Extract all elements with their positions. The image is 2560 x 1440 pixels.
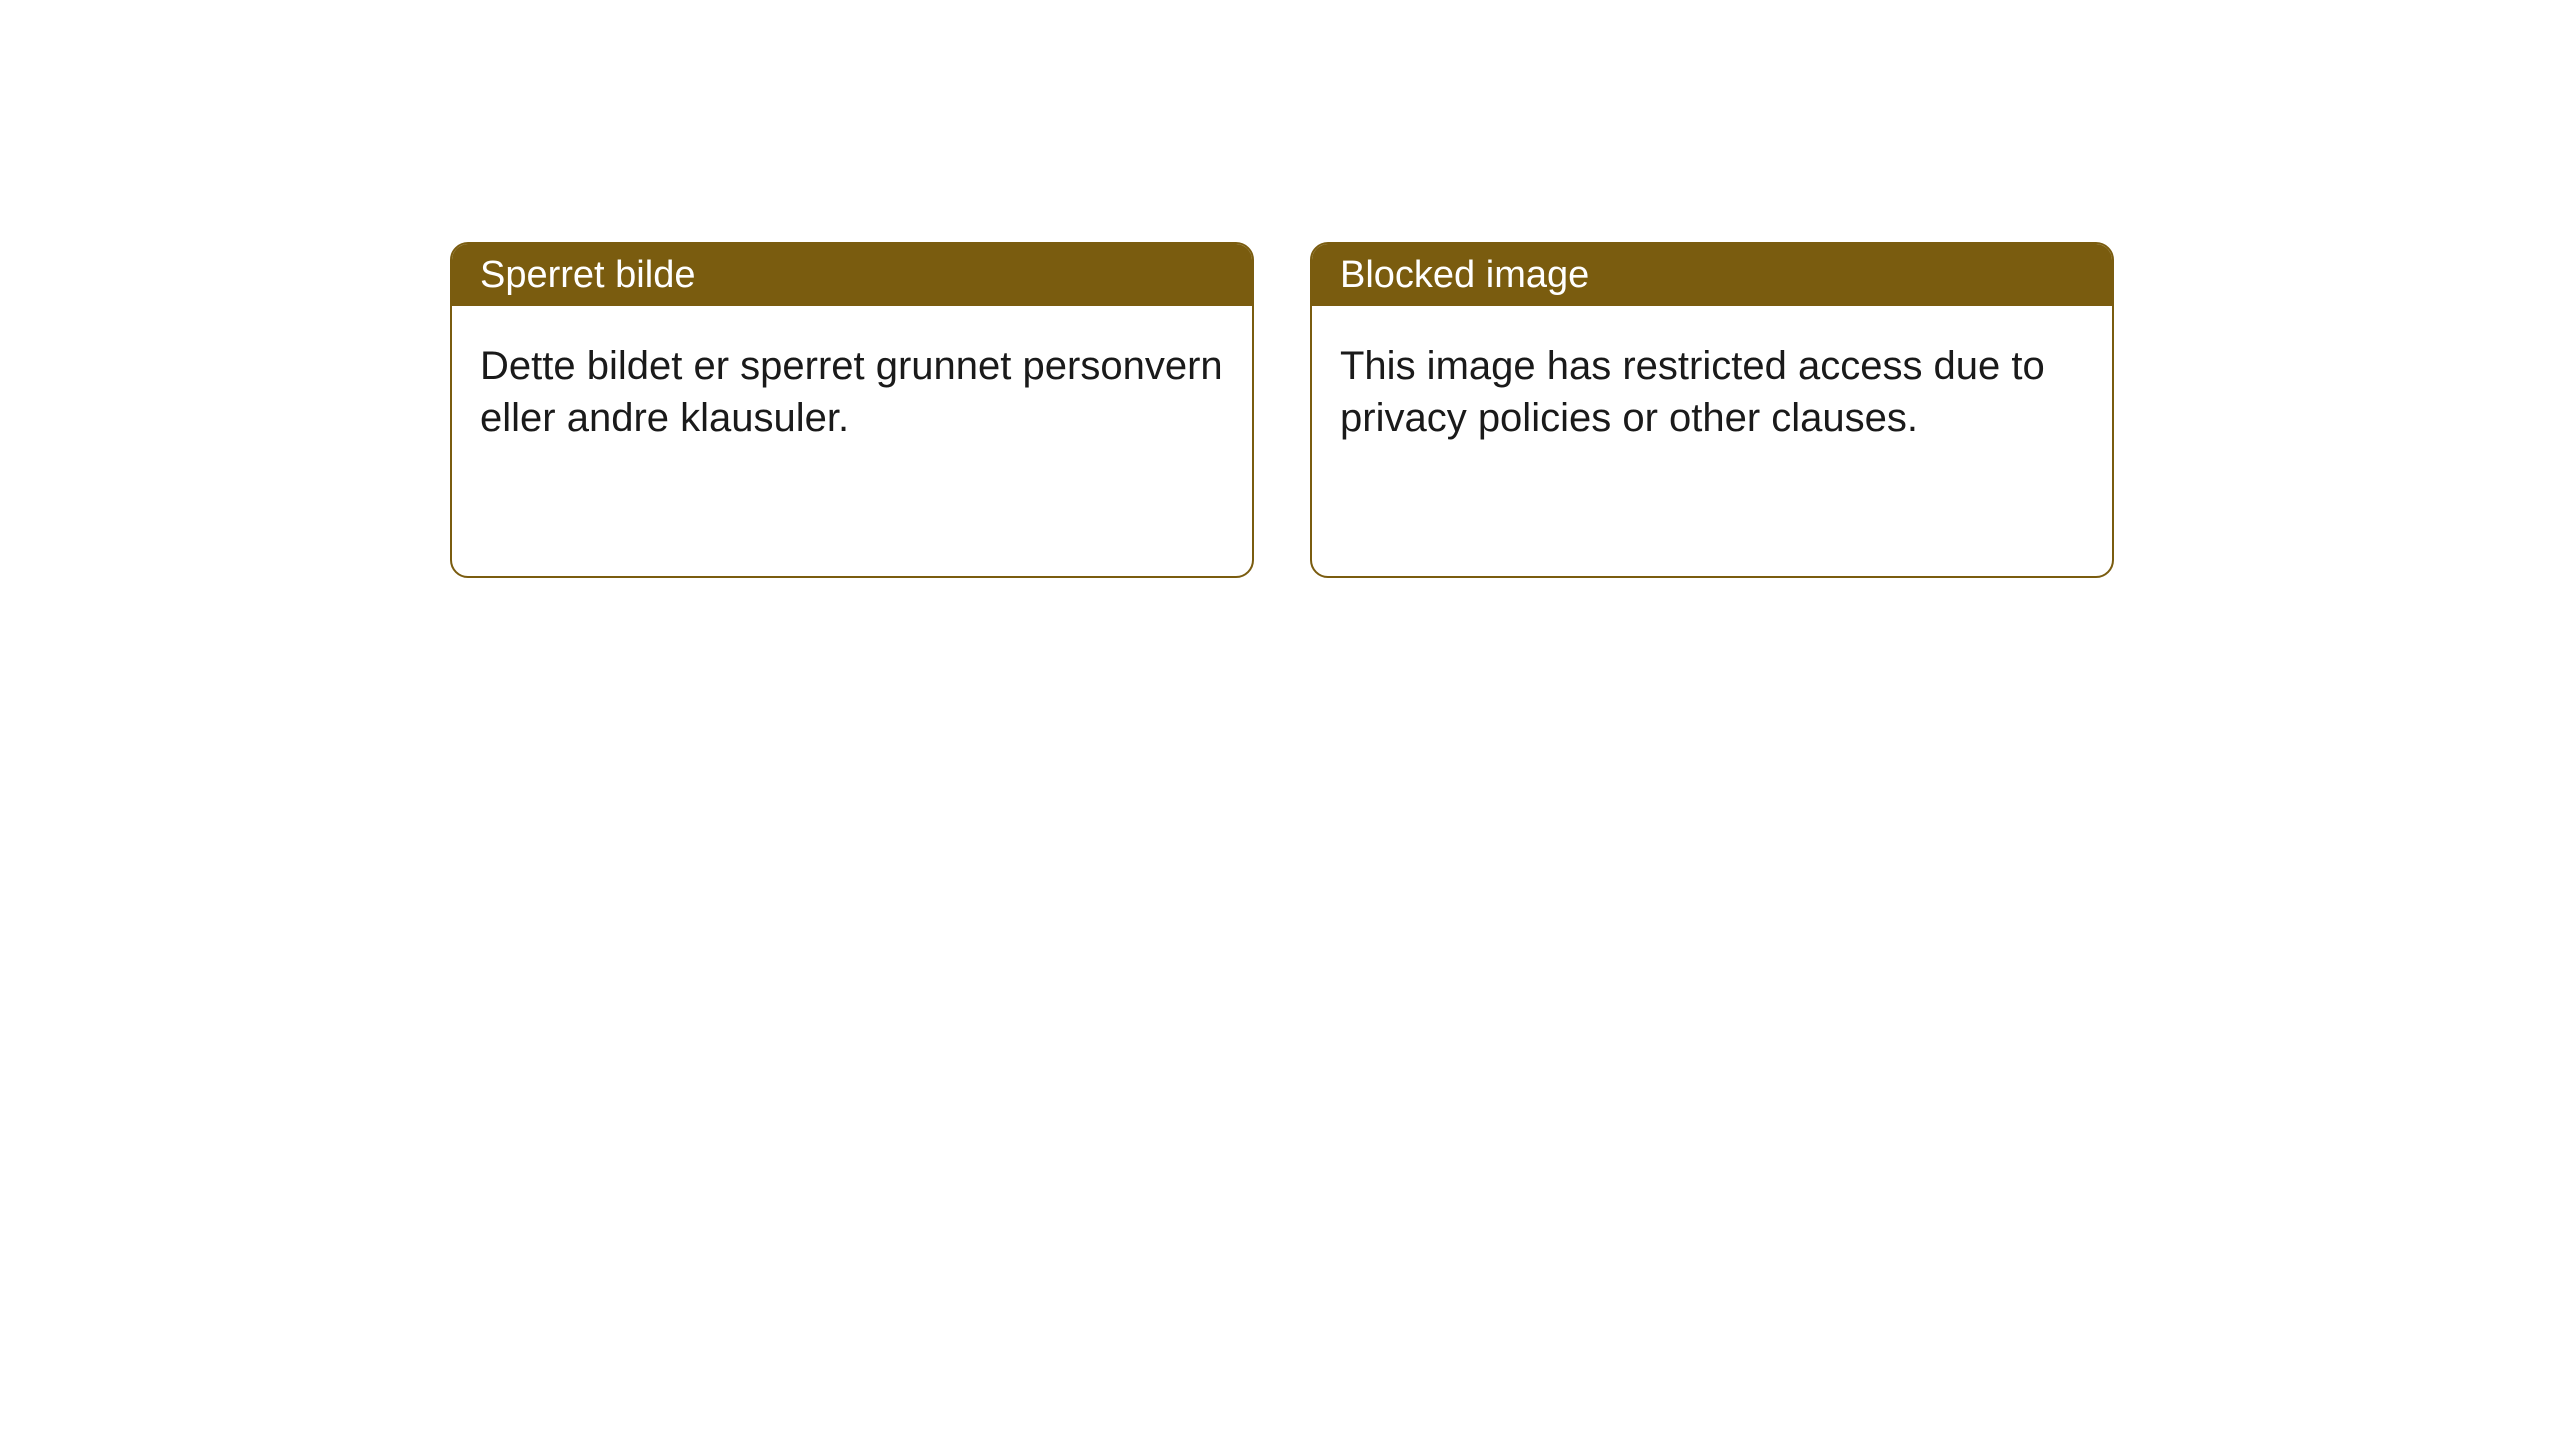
card-header-norwegian: Sperret bilde bbox=[452, 244, 1252, 306]
card-header-english: Blocked image bbox=[1312, 244, 2112, 306]
card-header-text: Blocked image bbox=[1340, 254, 1589, 297]
card-body-english: This image has restricted access due to … bbox=[1312, 306, 2112, 478]
card-body-text: This image has restricted access due to … bbox=[1340, 344, 2045, 440]
card-body-norwegian: Dette bildet er sperret grunnet personve… bbox=[452, 306, 1252, 478]
card-english: Blocked image This image has restricted … bbox=[1310, 242, 2114, 578]
cards-container: Sperret bilde Dette bildet er sperret gr… bbox=[450, 242, 2114, 578]
card-norwegian: Sperret bilde Dette bildet er sperret gr… bbox=[450, 242, 1254, 578]
card-header-text: Sperret bilde bbox=[480, 254, 695, 297]
card-body-text: Dette bildet er sperret grunnet personve… bbox=[480, 344, 1223, 440]
